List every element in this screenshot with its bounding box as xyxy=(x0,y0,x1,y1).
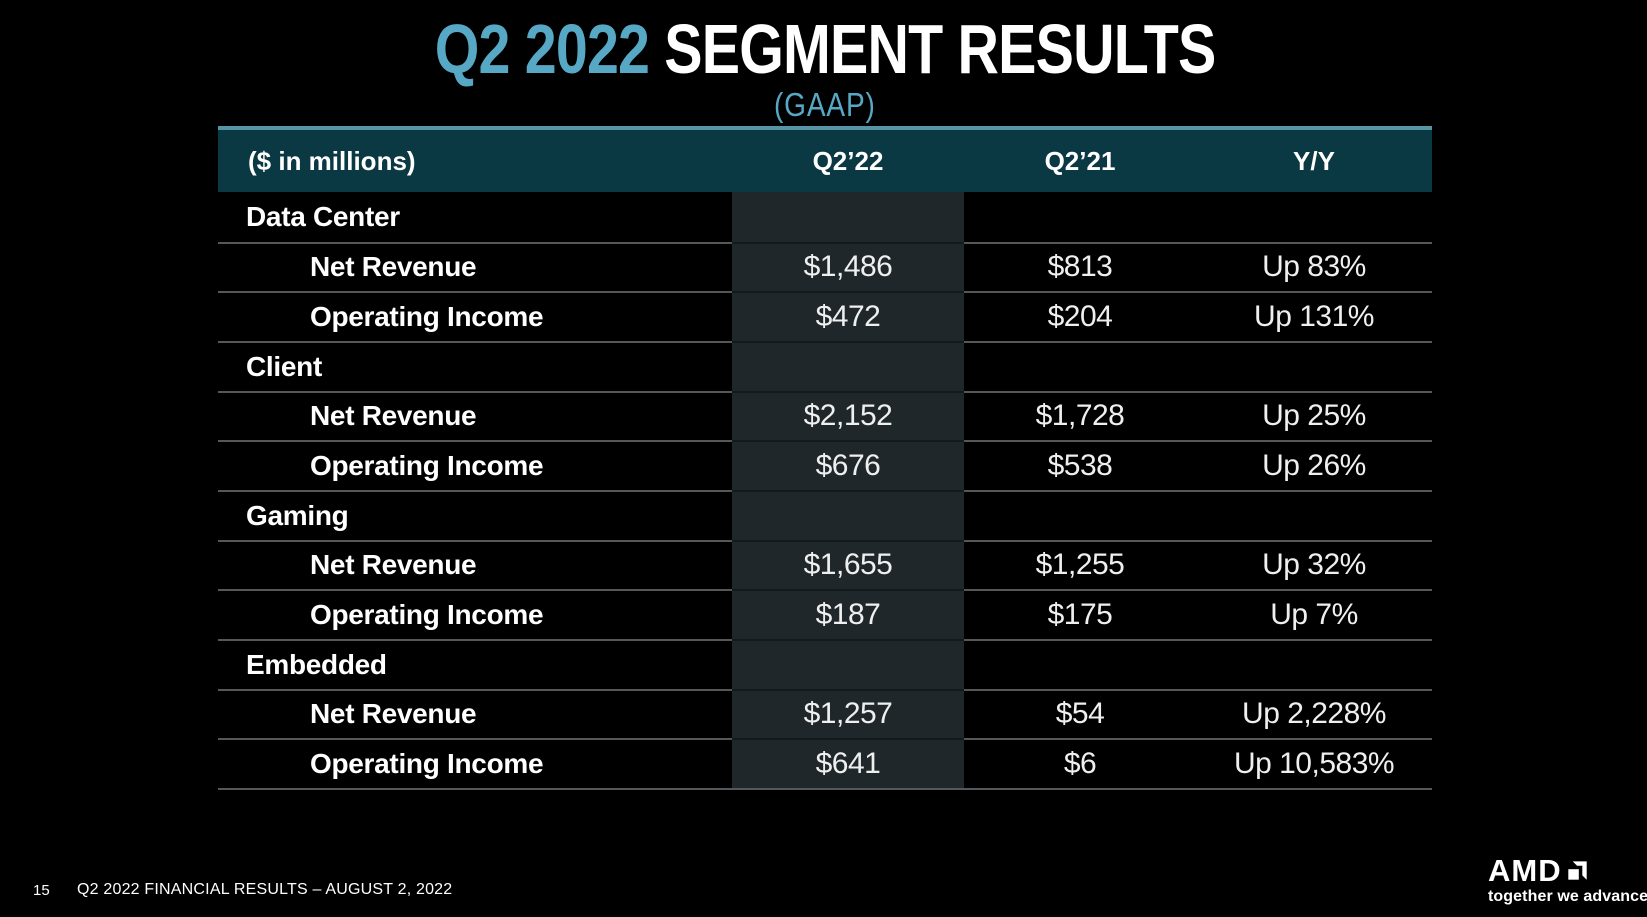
q222-value: $641 xyxy=(732,738,964,788)
table-row-section-client: Client xyxy=(218,341,1432,391)
q221-value: $1,728 xyxy=(964,390,1196,441)
table-row-operating-income: Operating Income $472 $204 Up 131% xyxy=(218,291,1432,341)
table-row-net-revenue: Net Revenue $1,486 $813 Up 83% xyxy=(218,241,1432,292)
title-quarter: Q2 2022 xyxy=(434,10,650,88)
q221-value: $813 xyxy=(964,241,1196,292)
empty-cell xyxy=(1196,341,1432,391)
yoy-value: Up 131% xyxy=(1196,291,1432,341)
title-rest: SEGMENT RESULTS xyxy=(649,10,1216,88)
row-label: Operating Income xyxy=(218,440,732,490)
table-row-operating-income: Operating Income $676 $538 Up 26% xyxy=(218,440,1432,490)
yoy-value: Up 83% xyxy=(1196,241,1432,292)
highlight-cell xyxy=(732,490,964,540)
row-label: Net Revenue xyxy=(218,241,732,292)
q221-value: $1,255 xyxy=(964,539,1196,590)
q221-value: $175 xyxy=(964,589,1196,639)
empty-cell xyxy=(1196,639,1432,689)
q222-value: $187 xyxy=(732,589,964,639)
table-header-row: ($ in millions) Q2’22 Q2’21 Y/Y xyxy=(218,126,1432,192)
section-label: Data Center xyxy=(246,200,400,232)
yoy-value: Up 26% xyxy=(1196,440,1432,490)
table-row-net-revenue: Net Revenue $1,655 $1,255 Up 32% xyxy=(218,539,1432,590)
page-number: 15 xyxy=(33,882,50,899)
empty-cell xyxy=(964,639,1196,689)
subtitle-row: (GAAP) xyxy=(218,86,1432,124)
table-row-section-embedded: Embedded xyxy=(218,639,1432,689)
empty-cell xyxy=(964,341,1196,391)
segment-results-table: ($ in millions) Q2’22 Q2’21 Y/Y Data Cen… xyxy=(218,126,1432,790)
q221-value: $538 xyxy=(964,440,1196,490)
empty-cell xyxy=(964,192,1196,242)
row-label: Net Revenue xyxy=(218,539,732,590)
section-label: Client xyxy=(218,341,732,391)
page-title: Q2 2022 SEGMENT RESULTS xyxy=(435,14,1217,84)
row-label: Operating Income xyxy=(218,291,732,341)
empty-cell xyxy=(964,490,1196,540)
amd-logo: AMD together we advance_ xyxy=(1488,855,1647,906)
section-label: Embedded xyxy=(218,639,732,689)
highlight-cell xyxy=(732,192,964,242)
page-subtitle: (GAAP) xyxy=(774,86,876,123)
yoy-value: Up 7% xyxy=(1196,589,1432,639)
table-row-operating-income: Operating Income $641 $6 Up 10,583% xyxy=(218,738,1432,788)
highlight-cell xyxy=(732,341,964,391)
q221-value: $54 xyxy=(964,688,1196,739)
row-label: Operating Income xyxy=(218,738,732,788)
column-header-yy: Y/Y xyxy=(1293,145,1335,176)
column-header-q221: Q2’21 xyxy=(1044,145,1116,176)
table-row-section-gaming: Gaming xyxy=(218,490,1432,540)
row-label: Net Revenue xyxy=(218,390,732,441)
yoy-value: Up 25% xyxy=(1196,390,1432,441)
table-row-net-revenue: Net Revenue $2,152 $1,728 Up 25% xyxy=(218,390,1432,441)
q221-value: $6 xyxy=(964,738,1196,788)
amd-wordmark: AMD xyxy=(1488,853,1562,888)
q222-value: $2,152 xyxy=(732,390,964,441)
table-row-net-revenue: Net Revenue $1,257 $54 Up 2,228% xyxy=(218,688,1432,739)
q222-value: $676 xyxy=(732,440,964,490)
q222-value: $1,257 xyxy=(732,688,964,739)
table-row-operating-income: Operating Income $187 $175 Up 7% xyxy=(218,589,1432,639)
table-body: Data Center Net Revenue $1,486 $813 Up 8… xyxy=(218,192,1432,790)
row-label: Net Revenue xyxy=(218,688,732,739)
highlight-cell xyxy=(732,639,964,689)
row-label: Operating Income xyxy=(218,589,732,639)
amd-arrow-icon xyxy=(1567,861,1587,880)
title-block: Q2 2022 SEGMENT RESULTS (GAAP) xyxy=(218,14,1432,124)
q221-value: $204 xyxy=(964,291,1196,341)
column-header-q222: Q2’22 xyxy=(812,145,884,176)
amd-wordmark-row: AMD xyxy=(1488,855,1646,886)
empty-cell xyxy=(1196,192,1432,242)
yoy-value: Up 2,228% xyxy=(1196,688,1432,739)
table-row-section-data-center: Data Center xyxy=(218,192,1432,242)
footer-label: Q2 2022 FINANCIAL RESULTS – AUGUST 2, 20… xyxy=(77,881,453,898)
yoy-value: Up 10,583% xyxy=(1196,738,1432,788)
q222-value: $1,486 xyxy=(732,241,964,292)
yoy-value: Up 32% xyxy=(1196,539,1432,590)
empty-cell xyxy=(1196,490,1432,540)
amd-tagline: together we advance_ xyxy=(1488,888,1647,905)
section-label: Gaming xyxy=(218,490,732,540)
q222-value: $472 xyxy=(732,291,964,341)
column-header-units: ($ in millions) xyxy=(248,145,416,176)
q222-value: $1,655 xyxy=(732,539,964,590)
